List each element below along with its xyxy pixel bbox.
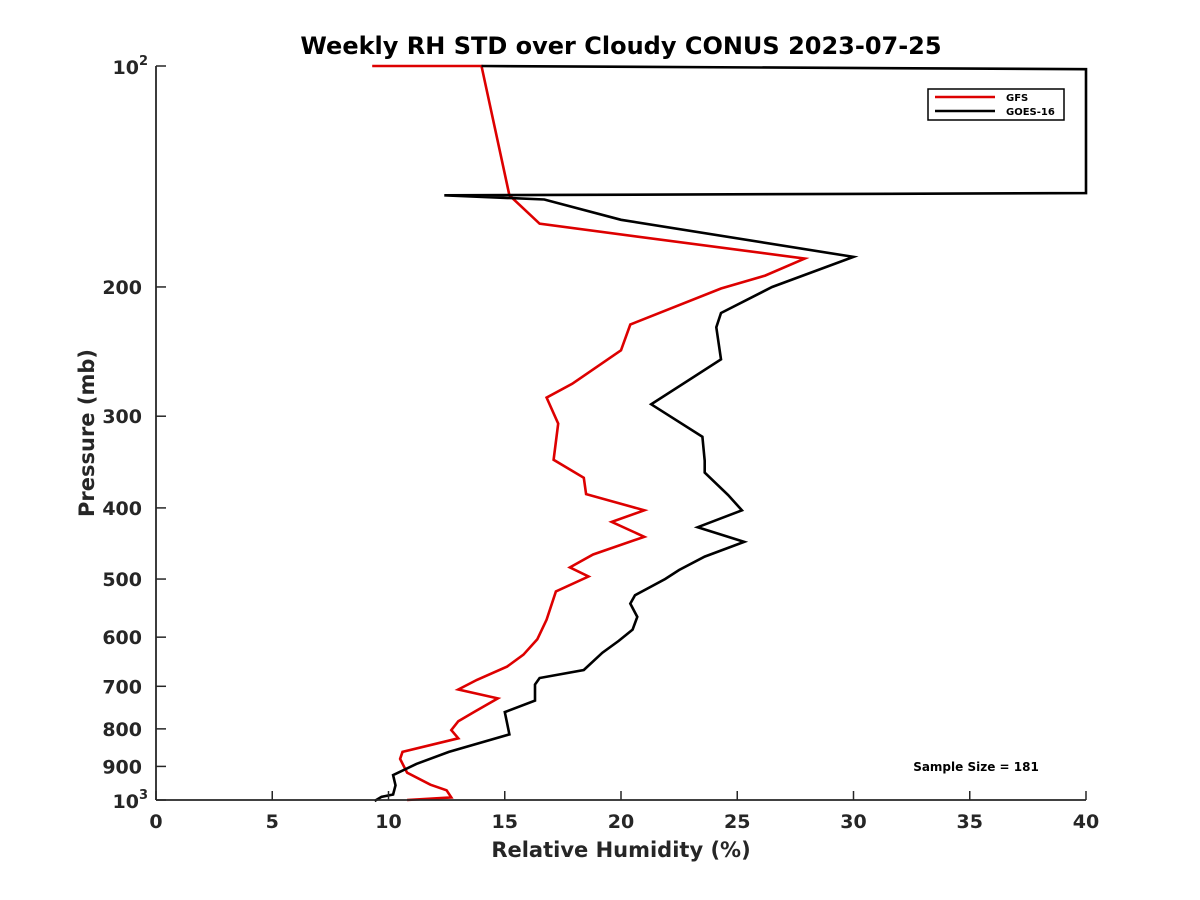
series-line-gfs xyxy=(372,64,810,802)
x-tick-label: 5 xyxy=(266,811,279,833)
y-tick-label: 700 xyxy=(102,676,142,698)
y-tick-label: 400 xyxy=(102,498,142,520)
y-tick-label: 800 xyxy=(102,719,142,741)
y-tick-label: 600 xyxy=(102,627,142,649)
y-tick-label: 103 xyxy=(113,788,149,813)
legend-label-gfs: GFS xyxy=(1006,93,1028,104)
y-tick-label: 200 xyxy=(102,277,142,299)
series-line-goes16 xyxy=(373,64,1088,803)
x-tick-label: 25 xyxy=(724,811,750,833)
y-tick-label: 900 xyxy=(102,756,142,778)
x-tick-label: 0 xyxy=(149,811,162,833)
chart-title: Weekly RH STD over Cloudy CONUS 2023-07-… xyxy=(300,32,941,60)
x-tick-label: 35 xyxy=(957,811,983,833)
x-tick-label: 40 xyxy=(1073,811,1099,833)
x-tick-label: 10 xyxy=(375,811,401,833)
legend: GFS GOES-16 xyxy=(927,88,1065,121)
y-tick-label: 300 xyxy=(102,406,142,428)
x-tick-label: 20 xyxy=(608,811,634,833)
y-tick-label: 500 xyxy=(102,569,142,591)
sample-size-annotation: Sample Size = 181 xyxy=(913,760,1039,774)
legend-label-goes16: GOES-16 xyxy=(1006,107,1055,118)
ticks-layer: 0 5 10 15 20 25 30 35 40 102 200 300 400 500 600 700 800… xyxy=(102,54,1099,833)
x-tick-label: 15 xyxy=(492,811,518,833)
y-tick-label: 102 xyxy=(113,54,149,79)
series-layer xyxy=(372,64,1088,803)
x-axis-label: Relative Humidity (%) xyxy=(491,838,750,862)
y-axis-label: Pressure (mb) xyxy=(75,349,99,517)
legend-box xyxy=(927,88,1065,121)
x-tick-label: 30 xyxy=(840,811,866,833)
